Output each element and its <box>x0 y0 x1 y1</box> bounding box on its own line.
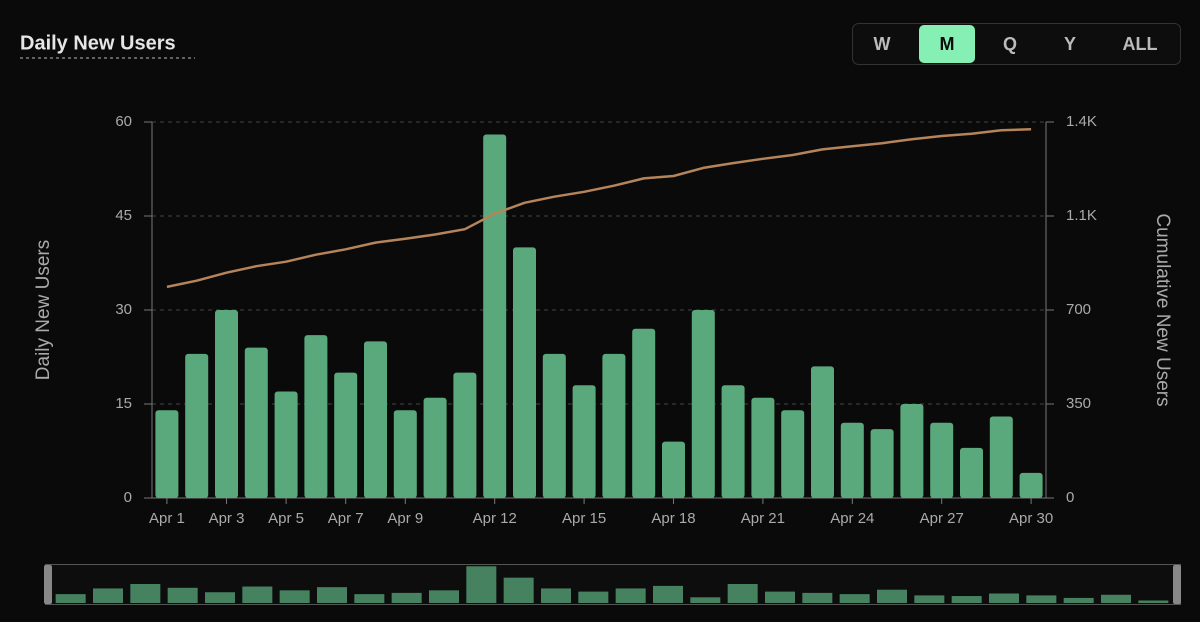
bar <box>423 397 447 498</box>
y2-tick-label: 700 <box>1066 301 1091 318</box>
y-tick-label: 60 <box>115 113 132 130</box>
bar <box>185 353 209 498</box>
range-button[interactable]: Q <box>1003 34 1017 54</box>
navigator-bar <box>765 591 795 603</box>
bar <box>393 410 417 498</box>
bar <box>721 385 745 498</box>
navigator-bar <box>802 592 833 603</box>
x-tick-label: Apr 21 <box>741 510 785 527</box>
navigator-bar <box>1026 595 1057 603</box>
x-tick-label: Apr 12 <box>473 510 517 527</box>
navigator-bar <box>279 590 310 603</box>
navigator-bar <box>242 586 273 603</box>
bar <box>274 391 298 498</box>
y-tick-label: 15 <box>115 395 132 412</box>
y2-axis-title: Cumulative New Users <box>1152 213 1173 406</box>
navigator-bar <box>727 584 758 603</box>
bar <box>691 310 715 498</box>
navigator-bar <box>1063 597 1094 603</box>
bar <box>155 410 179 498</box>
navigator-bar <box>55 594 86 603</box>
navigator-bar <box>354 594 385 603</box>
x-tick-label: Apr 18 <box>651 510 695 527</box>
navigator-bar <box>839 594 870 603</box>
navigator-bar <box>93 588 123 603</box>
range-button-active[interactable] <box>919 25 975 63</box>
bar <box>542 353 566 498</box>
y-axis-title: Daily New Users <box>33 240 54 380</box>
bar <box>662 441 685 498</box>
y2-tick-label: 1.1K <box>1066 207 1097 224</box>
bar <box>215 310 238 498</box>
navigator-bar <box>877 589 907 603</box>
bar <box>989 416 1013 498</box>
bar <box>900 404 924 498</box>
x-tick-label: Apr 9 <box>387 510 423 527</box>
x-tick-label: Apr 27 <box>920 510 964 527</box>
x-tick-label: Apr 24 <box>830 510 874 527</box>
navigator-bar <box>615 588 646 603</box>
navigator-bar <box>653 585 683 603</box>
bar <box>483 134 507 499</box>
navigator-bar <box>466 566 497 603</box>
x-tick-label: Apr 5 <box>268 510 304 527</box>
navigator-bar <box>690 597 721 603</box>
y-tick-label: 45 <box>115 207 132 224</box>
bar <box>304 335 328 498</box>
bar <box>632 328 656 498</box>
navigator-bar <box>391 592 422 603</box>
navigator-bar <box>1138 600 1169 603</box>
y-tick-label: 30 <box>115 301 132 318</box>
bar <box>960 447 983 498</box>
x-tick-label: Apr 15 <box>562 510 606 527</box>
bar <box>453 372 477 498</box>
y-tick-label: 0 <box>124 489 132 506</box>
navigator-bar <box>205 592 235 603</box>
navigator-handle[interactable] <box>1173 565 1181 604</box>
navigator-bar <box>317 587 347 603</box>
navigator-bar <box>541 588 571 603</box>
bar <box>930 422 954 498</box>
bar <box>811 366 834 498</box>
navigator-bar <box>130 584 161 603</box>
bar <box>870 429 894 498</box>
bar <box>334 372 358 498</box>
chart-title: Daily New Users <box>20 32 176 54</box>
y2-tick-label: 1.4K <box>1066 113 1097 130</box>
bar <box>364 341 387 498</box>
bar <box>781 410 805 498</box>
bar <box>1019 472 1043 498</box>
navigator-bar <box>503 577 534 603</box>
line <box>166 128 1032 289</box>
bar <box>244 347 268 498</box>
bar <box>572 385 596 498</box>
y2-tick-label: 0 <box>1066 489 1074 506</box>
navigator-bar <box>989 593 1019 603</box>
range-button[interactable]: W <box>874 34 891 54</box>
navigator-handle[interactable] <box>44 565 52 604</box>
range-button[interactable]: ALL <box>1123 34 1158 54</box>
navigator-bar <box>578 591 609 603</box>
bar <box>602 353 626 498</box>
range-button[interactable]: Y <box>1064 34 1076 54</box>
x-tick-label: Apr 30 <box>1009 510 1053 527</box>
navigator-bar <box>914 595 945 603</box>
x-tick-label: Apr 3 <box>209 510 245 527</box>
range-button[interactable]: M <box>940 34 955 54</box>
navigator-bar <box>951 596 982 603</box>
navigator-bar <box>167 587 198 603</box>
navigator-bar <box>429 590 459 603</box>
x-tick-label: Apr 1 <box>149 510 185 527</box>
navigator-bar <box>1101 594 1131 603</box>
x-tick-label: Apr 7 <box>328 510 364 527</box>
bar <box>513 247 536 498</box>
bar <box>751 397 775 498</box>
bar <box>840 422 864 498</box>
y2-tick-label: 350 <box>1066 395 1091 412</box>
